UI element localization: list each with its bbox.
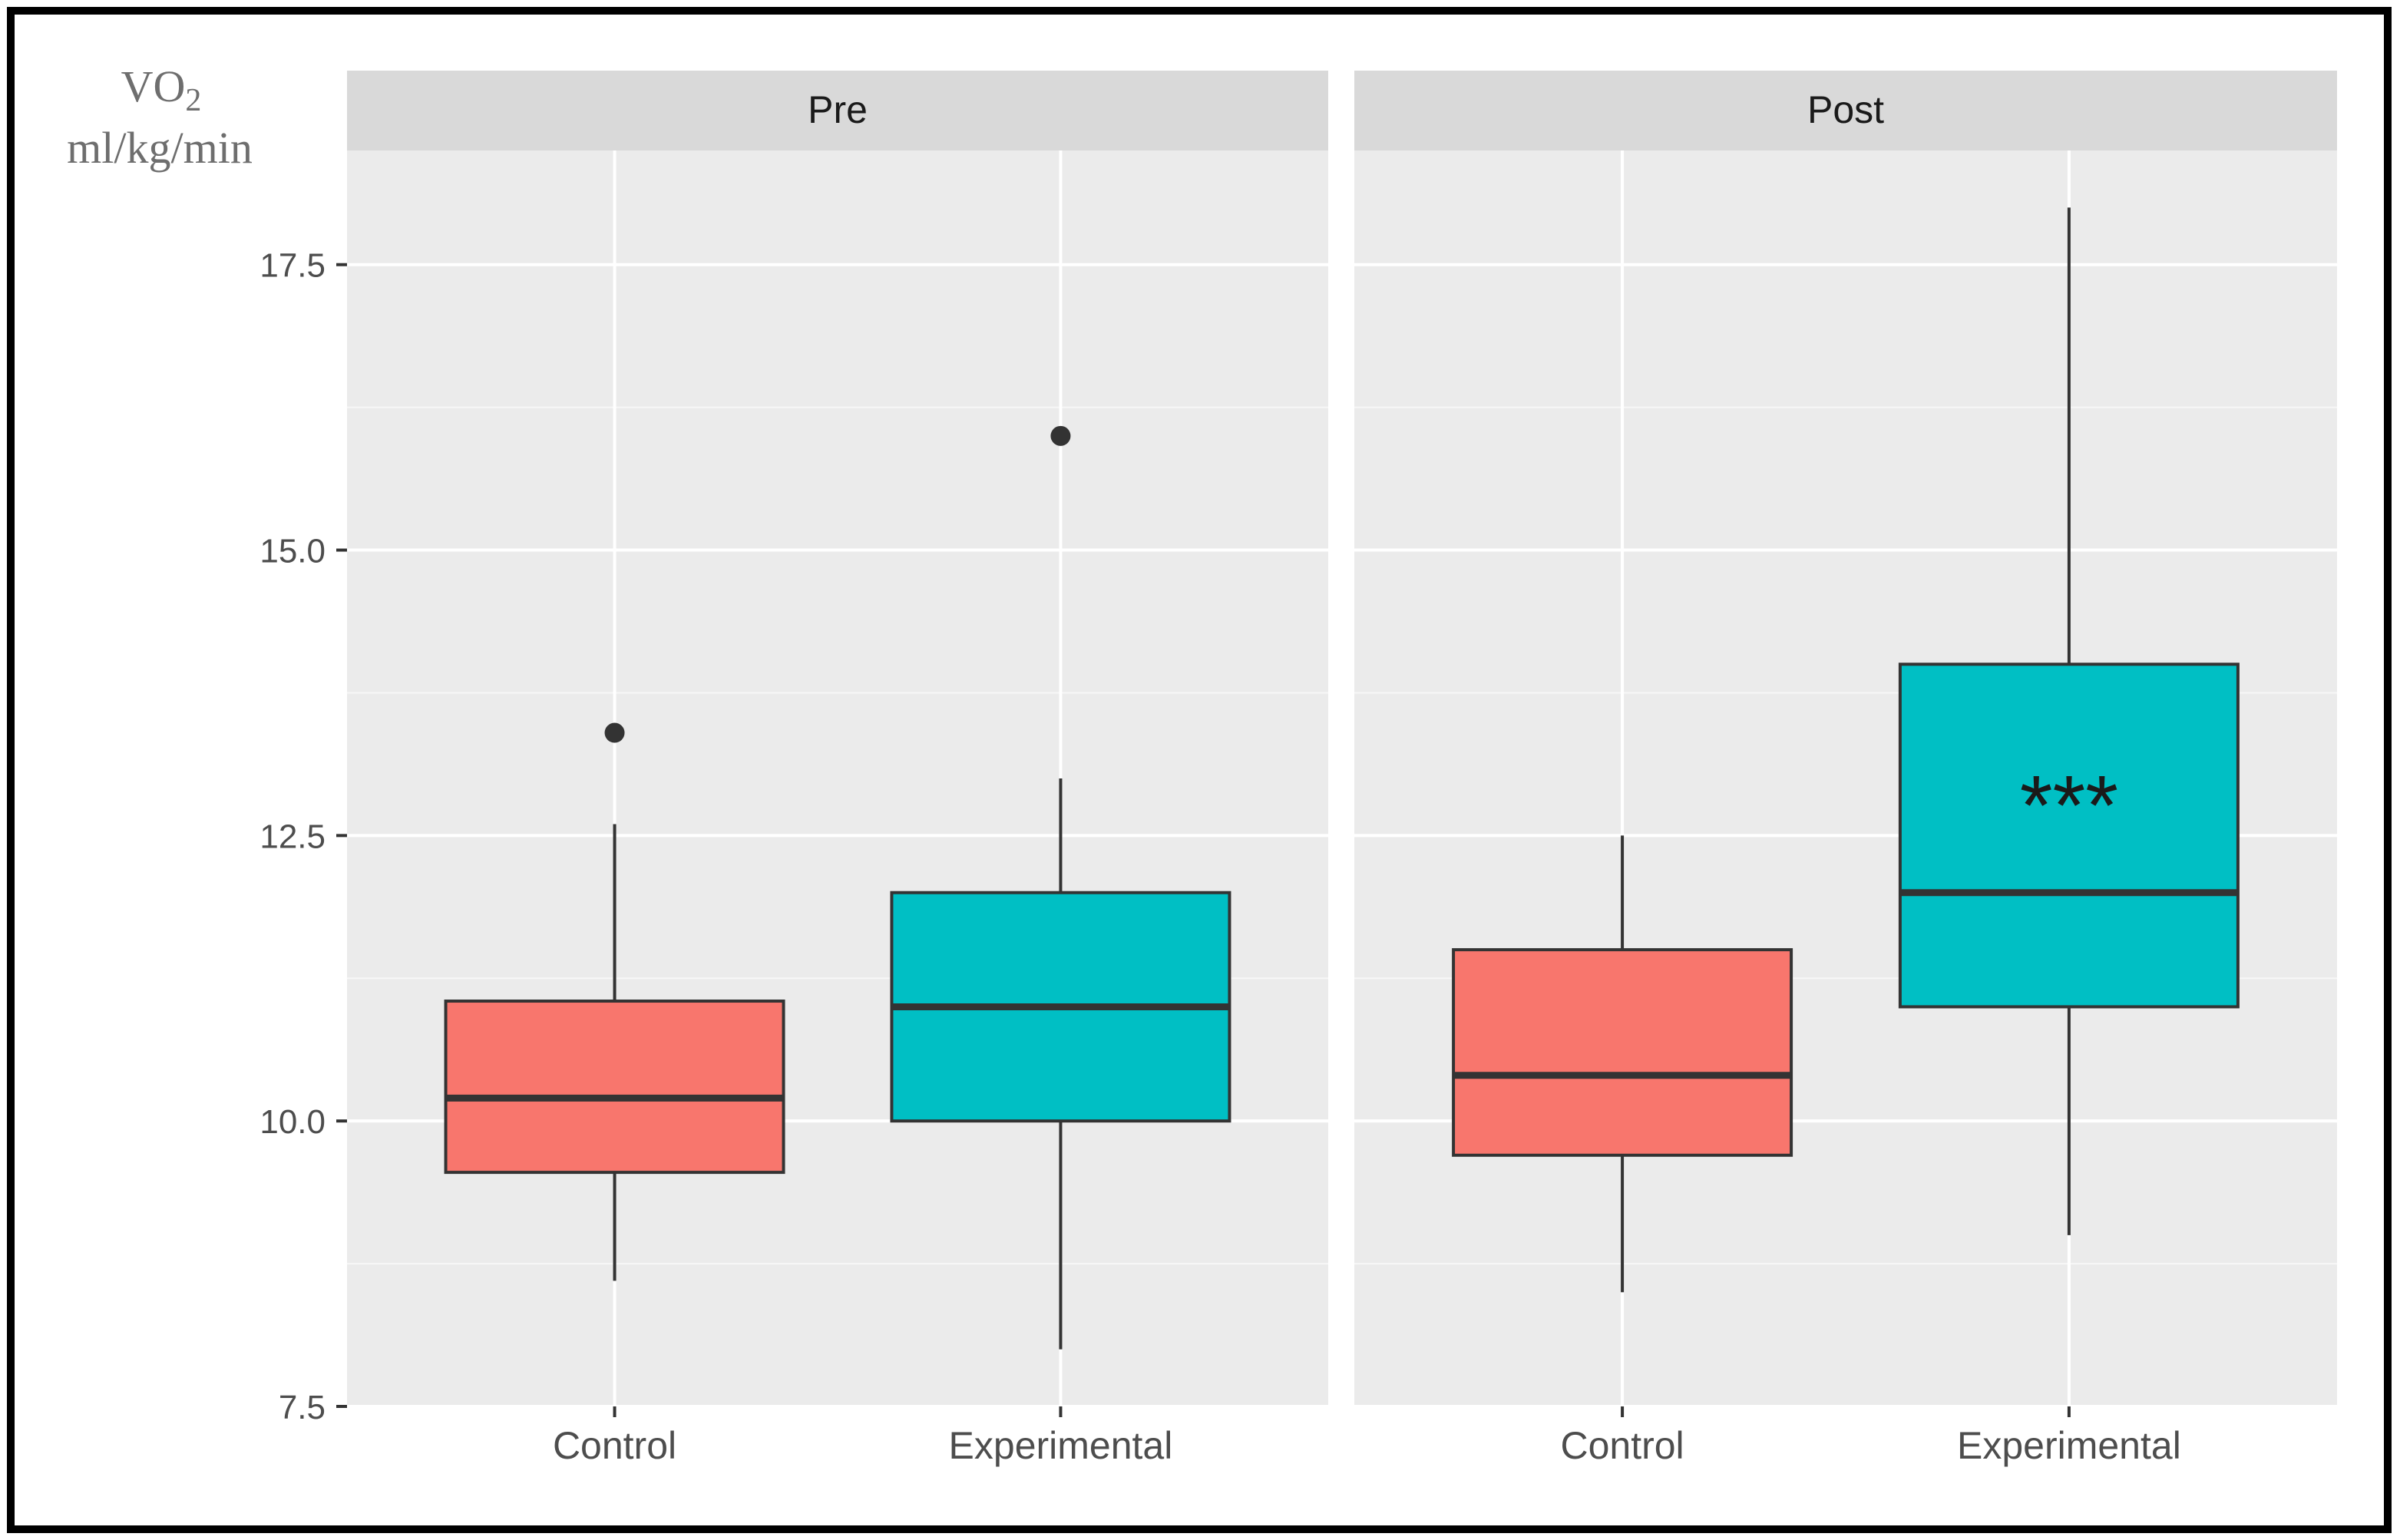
y-axis-label-subscript: 2 (185, 83, 201, 118)
y-axis: 7.5 10.0 12.5 15.0 17.5 (260, 247, 347, 1426)
box-pre-control (444, 722, 785, 1281)
box-post-experimental (1898, 207, 2240, 1235)
box-pre-experimental (890, 425, 1231, 1350)
outlier-point (604, 722, 625, 743)
y-axis-units: ml/kg/min (67, 123, 253, 173)
y-tick-label: 10.0 (260, 1103, 326, 1141)
panel-pre: Pre Control Experimental (347, 71, 1328, 1467)
strip-background (347, 71, 1328, 150)
x-tick-label-control: Control (1560, 1424, 1684, 1467)
panel-post: Post *** Control Experimental (1354, 71, 2337, 1467)
y-axis-label: VO2 (121, 61, 202, 118)
y-tick-label: 12.5 (260, 818, 326, 855)
outlier-point (1050, 425, 1071, 446)
strip-label-pre: Pre (808, 88, 868, 131)
strip-background (1354, 71, 2337, 150)
x-tick-label-experimental: Experimental (1957, 1424, 2181, 1467)
y-tick-label: 15.0 (260, 533, 326, 570)
significance-annotation: *** (2020, 758, 2118, 853)
y-axis-label-main: VO (121, 61, 186, 111)
facet-panels: Pre Control Experimental Post *** Control Expe… (347, 71, 2337, 1467)
y-tick-label: 7.5 (279, 1389, 326, 1426)
strip-label-post: Post (1807, 88, 1884, 131)
box-post-control (1452, 835, 1793, 1293)
box-iqr (1452, 948, 1793, 1157)
box-iqr (444, 1000, 785, 1175)
x-tick-label-experimental: Experimental (949, 1424, 1173, 1467)
box-iqr (1898, 663, 2240, 1009)
x-tick-label-control: Control (553, 1424, 676, 1467)
y-tick-label: 17.5 (260, 247, 326, 285)
panel-background (347, 150, 1328, 1406)
